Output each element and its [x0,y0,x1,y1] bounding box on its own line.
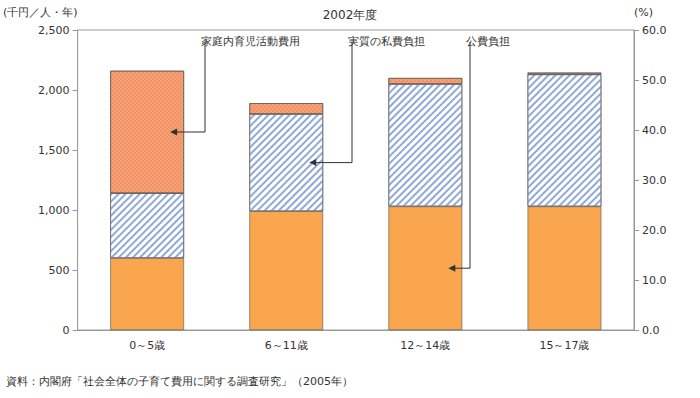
svg-text:12～14歳: 12～14歳 [400,339,450,352]
svg-text:500: 500 [49,264,70,277]
svg-text:0～5歳: 0～5歳 [129,339,165,352]
svg-text:6～11歳: 6～11歳 [265,339,308,352]
svg-text:実質の私費負担: 実質の私費負担 [348,35,425,48]
svg-text:1,500: 1,500 [38,144,70,157]
svg-text:公費負担: 公費負担 [466,35,510,48]
svg-text:40.0: 40.0 [642,124,667,137]
svg-text:2,000: 2,000 [38,84,70,97]
svg-text:2002年度: 2002年度 [323,8,378,22]
svg-text:10.0: 10.0 [642,274,667,287]
svg-text:(千円／人・年): (千円／人・年) [3,6,78,19]
svg-text:資料：内閣府「社会全体の子育て費用に関する調査研究」（200: 資料：内閣府「社会全体の子育て費用に関する調査研究」（2005年） [6,375,353,388]
svg-text:0.0: 0.0 [642,324,660,337]
svg-text:50.0: 50.0 [642,74,667,87]
svg-text:2,500: 2,500 [38,24,70,37]
svg-text:20.0: 20.0 [642,224,667,237]
svg-text:1,000: 1,000 [38,204,70,217]
svg-text:30.0: 30.0 [642,174,667,187]
svg-text:家庭内育児活動費用: 家庭内育児活動費用 [201,35,300,48]
svg-text:(%): (%) [634,6,653,19]
svg-text:0: 0 [63,324,70,337]
svg-text:60.0: 60.0 [642,24,667,37]
svg-text:15～17歳: 15～17歳 [539,339,589,352]
